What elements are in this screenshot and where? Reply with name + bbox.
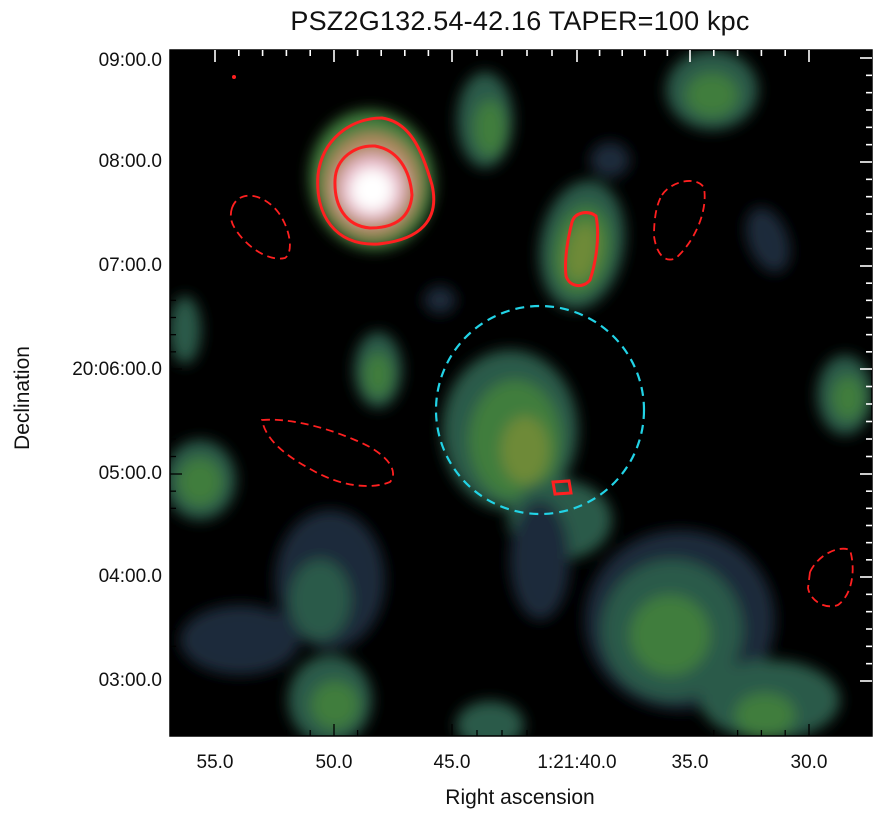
- cluster-region-circle: [434, 304, 646, 516]
- negative-contour: [229, 194, 291, 260]
- emission-blob: [170, 296, 201, 364]
- emission-blob: [180, 605, 300, 675]
- x-tick-label: 1:21:40.0: [537, 752, 617, 773]
- positive-contour: [333, 144, 414, 230]
- x-tick-label: 30.0: [790, 752, 828, 773]
- x-tick-label: 50.0: [315, 752, 353, 773]
- emission-blob: [290, 560, 350, 640]
- image-panel: [170, 50, 872, 736]
- emission-blob: [832, 376, 864, 420]
- axis-ticks: [170, 50, 872, 736]
- emission-blob: [424, 286, 456, 314]
- emission-map: [170, 50, 872, 736]
- emission-blob: [350, 168, 394, 212]
- emission-blob: [565, 222, 599, 282]
- contour-dot: [232, 75, 236, 79]
- emission-blob: [311, 681, 359, 729]
- y-tick-label: 07:00.0: [98, 255, 162, 276]
- emission-blob: [501, 416, 549, 484]
- x-axis-label: Right ascension: [445, 786, 595, 809]
- emission-blob: [510, 500, 570, 620]
- x-tick-label: 55.0: [196, 752, 234, 773]
- y-tick-label: 08:00.0: [98, 151, 162, 172]
- emission-blob: [630, 595, 710, 675]
- emission-blob: [686, 73, 738, 117]
- positive-contour: [551, 479, 573, 496]
- y-tick-label: 05:00.0: [98, 463, 162, 484]
- y-tick-label: 09:00.0: [98, 50, 162, 71]
- negative-contour: [653, 180, 706, 261]
- emission-blob: [590, 142, 630, 178]
- emission-blob: [456, 701, 524, 736]
- positive-contour: [564, 211, 600, 287]
- negative-contour: [260, 418, 394, 487]
- emission-blob: [735, 693, 795, 736]
- chart-title: PSZ2G132.54-42.16 TAPER=100 kpc: [290, 6, 750, 36]
- y-tick-label: 03:00.0: [98, 670, 162, 691]
- y-tick-label: 20:06:00.0: [72, 359, 162, 380]
- emission-blob: [474, 100, 506, 156]
- x-tick-label: 45.0: [433, 752, 471, 773]
- emission-blob: [745, 207, 791, 273]
- plot-frame: [169, 49, 873, 737]
- negative-contour: [807, 547, 854, 608]
- y-tick-label: 04:00.0: [98, 566, 162, 587]
- positive-contour: [316, 116, 436, 246]
- x-tick-label: 35.0: [671, 752, 709, 773]
- emission-blob: [364, 353, 392, 397]
- contour-layer: [229, 75, 854, 608]
- emission-blob: [178, 458, 222, 506]
